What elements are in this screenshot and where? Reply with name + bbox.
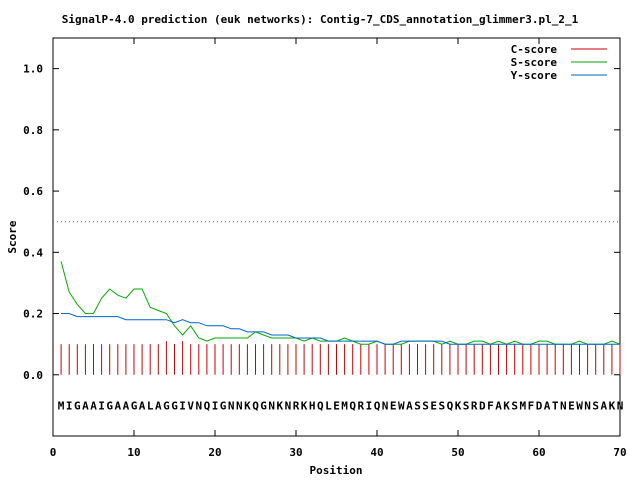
sequence-letter: G [163,399,170,412]
sequence-letter: N [382,399,389,412]
sequence-letter: M [58,399,65,412]
x-tick-label: 30 [289,446,302,459]
x-tick-label: 10 [127,446,140,459]
sequence-letter: K [301,399,308,412]
sequence-letter: I [98,399,105,412]
sequence-letter: R [357,399,364,412]
sequence-letter: A [82,399,89,412]
sequence-letter: S [422,399,429,412]
y-tick-label: 0.6 [23,185,43,198]
x-tick-label: 40 [370,446,383,459]
x-tick-label: 20 [208,446,221,459]
sequence-letter: K [609,399,616,412]
sequence-letter: N [617,399,624,412]
sequence-letter: G [260,399,267,412]
sequence-letter: A [114,399,121,412]
plot-frame [52,37,621,437]
x-axis-ticks: 0 10 20 30 40 50 60 70 [50,38,627,459]
sequence-letter: G [131,399,138,412]
y-tick-label: 0.2 [23,308,43,321]
x-tick-label: 70 [613,446,626,459]
sequence-letter: H [309,399,316,412]
sequence-letter: G [74,399,81,412]
sequence-letter: D [536,399,543,412]
sequence-letter: L [325,399,332,412]
x-axis-label: Position [310,464,363,477]
sequence-letter: I [212,399,219,412]
sequence-letter: A [155,399,162,412]
sequence-letter: G [106,399,113,412]
sequence-letter: K [276,399,283,412]
sequence-letter: R [293,399,300,412]
c-score-impulses [60,341,621,375]
sequence-letter: S [414,399,421,412]
sequence-letter: I [366,399,373,412]
y-axis-ticks: 0.0 0.2 0.4 0.6 0.8 1.0 [23,63,620,382]
sequence-letter: I [179,399,186,412]
legend-s-score-label: S-score [511,56,558,69]
sequence-letter: M [341,399,348,412]
legend-y-score-label: Y-score [511,69,558,82]
sequence-letter: L [147,399,154,412]
sequence-letter: S [463,399,470,412]
sequence-letter: W [576,399,583,412]
sequence-letter: N [584,399,591,412]
sequence-letter: N [285,399,292,412]
sequence-letter: S [438,399,445,412]
sequence-letter: G [220,399,227,412]
sequence-letter: N [236,399,243,412]
sequence-letter: N [560,399,567,412]
sequence-letter: S [511,399,518,412]
sequence-letter: Q [349,399,356,412]
sequence-letter: A [600,399,607,412]
sequence-letter: T [552,399,559,412]
sequence-letter: F [487,399,494,412]
sequence-letter: E [430,399,437,412]
y-tick-label: 0.8 [23,124,43,137]
sequence-letter: A [406,399,413,412]
sequence-letter: W [398,399,405,412]
sequence-letter: Q [447,399,454,412]
sequence-letter: R [471,399,478,412]
sequence-letter: V [187,399,194,412]
legend-c-score-label: C-score [511,43,558,56]
sequence-letter: N [268,399,275,412]
y-tick-label: 1.0 [23,63,43,76]
sequence-letter: D [479,399,486,412]
sequence-letter: Q [374,399,381,412]
sequence-letter: A [139,399,146,412]
sequence-letter: A [544,399,551,412]
sequence-letter: K [455,399,462,412]
sequence-letter: F [528,399,535,412]
y-score-line [61,313,620,345]
y-axis-label: Score [6,220,19,253]
sequence-letter: N [195,399,202,412]
chart-title: SignalP-4.0 prediction (euk networks): C… [62,13,579,26]
sequence-letter: I [66,399,73,412]
sequence-letter: K [503,399,510,412]
sequence-letter: E [390,399,397,412]
sequence-letter: A [495,399,502,412]
y-tick-label: 0.0 [23,369,43,382]
sequence-letter: M [519,399,526,412]
sequence-letter: Q [252,399,259,412]
sequence-letter: N [228,399,235,412]
y-tick-label: 0.4 [23,246,43,259]
sequence-letter: E [333,399,340,412]
x-tick-label: 60 [532,446,545,459]
sequence-letter: A [123,399,130,412]
sequence-letter: A [90,399,97,412]
sequence-letter: E [568,399,575,412]
x-tick-label: 0 [50,446,57,459]
sequence-letter: G [171,399,178,412]
sequence-letter: K [244,399,251,412]
sequence-letter: S [592,399,599,412]
legend: C-score S-score Y-score [511,43,607,82]
sequence-letter: Q [204,399,211,412]
x-tick-label: 50 [451,446,464,459]
sequence-letter: Q [317,399,324,412]
